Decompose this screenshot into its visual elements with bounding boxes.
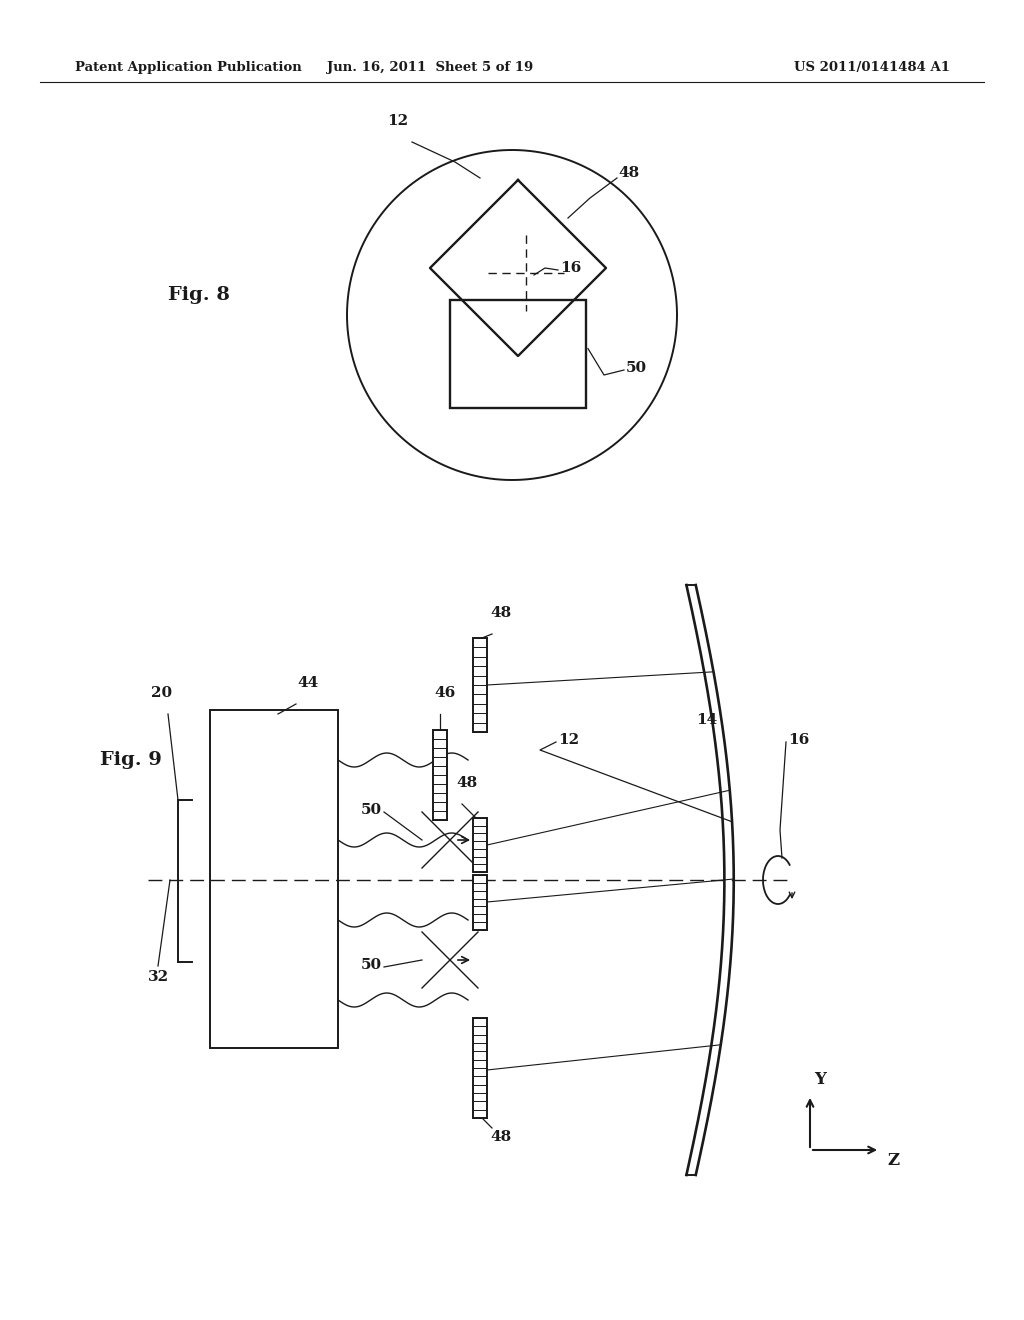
- Text: 14: 14: [696, 713, 717, 727]
- Text: 46: 46: [434, 686, 456, 700]
- Bar: [210, 710, 338, 1048]
- Bar: [473, 638, 487, 733]
- Text: Jun. 16, 2011  Sheet 5 of 19: Jun. 16, 2011 Sheet 5 of 19: [327, 62, 534, 74]
- Text: Y: Y: [814, 1071, 826, 1088]
- Text: 48: 48: [490, 606, 511, 620]
- Text: 50: 50: [626, 360, 647, 375]
- Text: 16: 16: [788, 733, 809, 747]
- Text: 20: 20: [152, 686, 173, 700]
- Text: 50: 50: [360, 958, 382, 972]
- Text: Z: Z: [887, 1152, 899, 1170]
- Text: Fig. 9: Fig. 9: [100, 751, 162, 770]
- Bar: [473, 1018, 487, 1118]
- Bar: [433, 730, 447, 820]
- Text: 16: 16: [560, 261, 582, 275]
- Bar: [473, 875, 487, 931]
- Text: Fig. 8: Fig. 8: [168, 286, 229, 304]
- Text: 12: 12: [558, 733, 580, 747]
- Text: 50: 50: [360, 803, 382, 817]
- Text: 32: 32: [148, 970, 169, 983]
- Bar: [450, 300, 586, 408]
- Text: 48: 48: [490, 1130, 511, 1144]
- Text: 12: 12: [387, 114, 409, 128]
- Text: 48: 48: [618, 166, 639, 180]
- Text: US 2011/0141484 A1: US 2011/0141484 A1: [794, 62, 950, 74]
- Text: 44: 44: [297, 676, 318, 690]
- Text: Patent Application Publication: Patent Application Publication: [75, 62, 302, 74]
- Bar: [473, 818, 487, 873]
- Text: 48: 48: [456, 776, 477, 789]
